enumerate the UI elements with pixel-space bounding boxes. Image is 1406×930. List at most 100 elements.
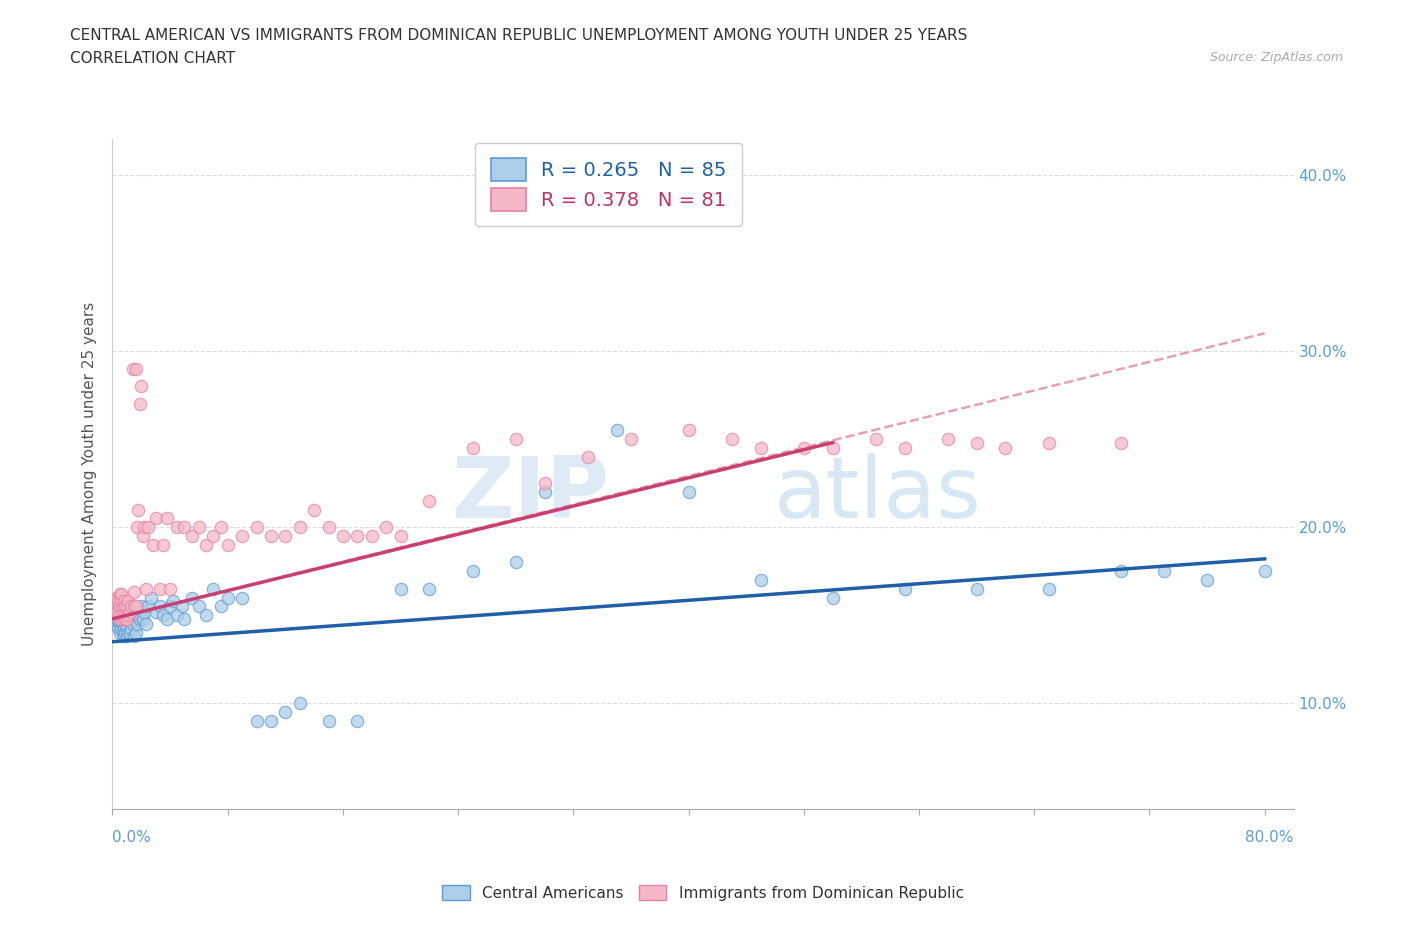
Point [110,604,132,619]
Text: atlas: atlas [773,453,981,536]
Point [821,441,844,456]
Point [231,591,253,605]
Point [145,604,167,619]
Point [389,581,412,596]
Text: 0.0%: 0.0% [112,830,152,844]
Point [128,611,150,626]
Point [104,608,127,623]
Point [111,617,134,631]
Point [105,591,128,605]
Point [121,361,143,376]
Point [117,626,139,641]
Point [302,502,325,517]
Point [111,611,134,626]
Point [110,613,132,628]
Point [112,611,135,626]
Point [124,604,146,619]
Point [461,564,484,578]
Point [108,587,131,602]
Point [749,573,772,588]
Point [118,626,141,641]
Point [533,485,555,499]
Text: Source: ZipAtlas.com: Source: ZipAtlas.com [1209,51,1343,64]
Point [124,361,146,376]
Point [274,528,297,543]
Point [127,608,149,623]
Point [132,611,155,626]
Point [576,449,599,464]
Point [121,617,143,631]
Point [260,528,283,543]
Point [115,629,138,644]
Point [111,608,134,623]
Point [195,538,218,552]
Point [141,591,163,605]
Point [505,555,527,570]
Point [111,626,134,641]
Point [217,538,239,552]
Point [112,629,135,644]
Point [120,599,142,614]
Text: 80.0%: 80.0% [1246,830,1294,844]
Point [122,585,145,600]
Point [1254,564,1277,578]
Point [135,617,157,631]
Point [108,608,131,623]
Point [122,599,145,614]
Point [187,520,209,535]
Point [865,432,887,446]
Point [966,581,988,596]
Point [112,620,135,635]
Point [104,608,127,623]
Point [107,603,129,618]
Point [111,599,134,614]
Point [1197,573,1219,588]
Point [418,493,440,508]
Point [110,622,132,637]
Point [152,538,174,552]
Point [149,581,172,596]
Point [1109,564,1132,578]
Point [127,502,149,517]
Point [122,611,145,626]
Point [202,528,225,543]
Point [135,581,157,596]
Point [108,611,131,626]
Point [375,520,398,535]
Point [142,538,165,552]
Text: CORRELATION CHART: CORRELATION CHART [70,51,235,66]
Point [389,528,412,543]
Point [152,608,174,623]
Point [117,593,139,608]
Point [112,608,135,623]
Point [231,528,253,543]
Point [209,599,232,614]
Point [533,475,555,490]
Point [132,528,155,543]
Legend: Central Americans, Immigrants from Dominican Republic: Central Americans, Immigrants from Domin… [434,877,972,909]
Point [114,611,136,626]
Point [159,581,181,596]
Point [114,617,136,631]
Point [288,520,311,535]
Point [166,608,188,623]
Point [107,608,129,623]
Point [145,511,167,525]
Point [108,617,131,631]
Point [202,581,225,596]
Point [108,599,131,614]
Point [749,441,772,456]
Point [360,528,382,543]
Point [117,608,139,623]
Point [156,611,179,626]
Point [173,611,195,626]
Point [332,528,354,543]
Point [793,441,815,456]
Point [129,599,152,614]
Point [138,599,160,614]
Point [678,423,700,438]
Point [105,599,128,614]
Point [156,511,179,525]
Point [115,611,138,626]
Point [505,432,527,446]
